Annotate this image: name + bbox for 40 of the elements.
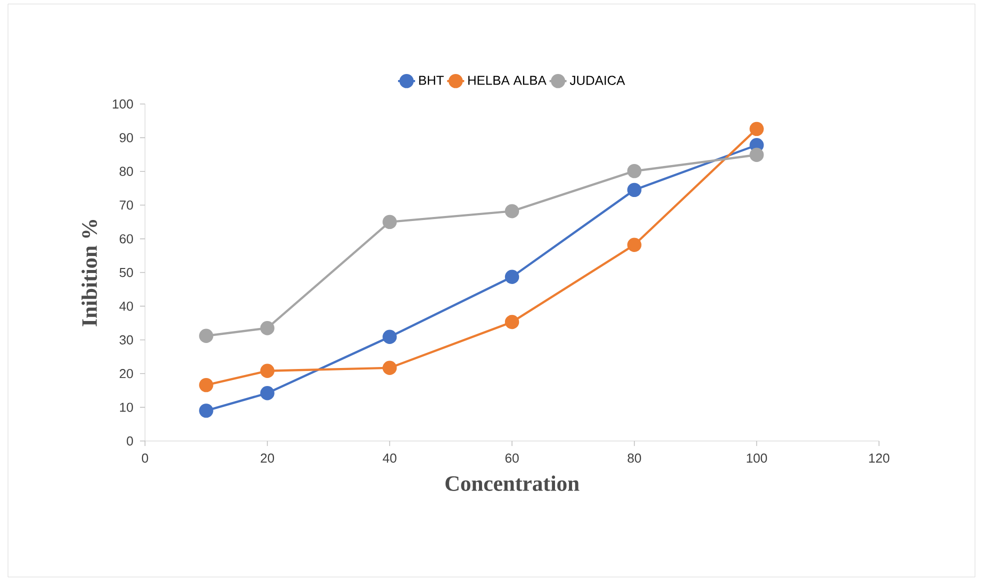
point [627, 182, 642, 198]
y-tick-label: 10 [120, 402, 133, 412]
legend-label: BHT [419, 76, 444, 85]
point [260, 386, 274, 400]
y-tick-label: 100 [112, 99, 133, 109]
x-tick-label: 40 [382, 454, 396, 463]
y-tick-label: 30 [120, 335, 133, 344]
y-tick-label: 40 [119, 302, 133, 311]
point [627, 164, 642, 178]
x-tick-label: 100 [746, 454, 767, 463]
point [750, 122, 764, 136]
x-tick-label: 80 [628, 454, 642, 463]
y-tick-label: 20 [120, 369, 133, 378]
y-tick-label: 80 [120, 166, 133, 176]
legend-label: HELBA ALBA [468, 76, 546, 85]
point [260, 364, 274, 378]
y-tick-label: 90 [120, 133, 133, 142]
legend-label: JUDAICA [570, 76, 626, 85]
x-axis-title: Concentration [446, 476, 580, 491]
point [382, 330, 397, 344]
point [260, 321, 274, 336]
point [382, 360, 397, 375]
point [504, 270, 520, 284]
x-tick-label: 0 [142, 454, 148, 463]
point [199, 378, 214, 392]
point [627, 238, 642, 252]
x-tick-label: 120 [869, 454, 890, 463]
x-tick-label: 60 [505, 454, 519, 463]
y-tick-label: 50 [120, 268, 133, 278]
y-tick-label: 70 [120, 200, 133, 210]
y-tick-label: 60 [120, 234, 133, 244]
point [504, 204, 520, 218]
point [199, 328, 214, 343]
x-tick-label: 20 [260, 454, 274, 463]
point [382, 214, 397, 230]
y-tick-label: 0 [126, 436, 133, 446]
point [199, 404, 214, 418]
point [504, 314, 520, 330]
point [750, 148, 764, 162]
y-axis-title: Inibition % [82, 220, 98, 326]
